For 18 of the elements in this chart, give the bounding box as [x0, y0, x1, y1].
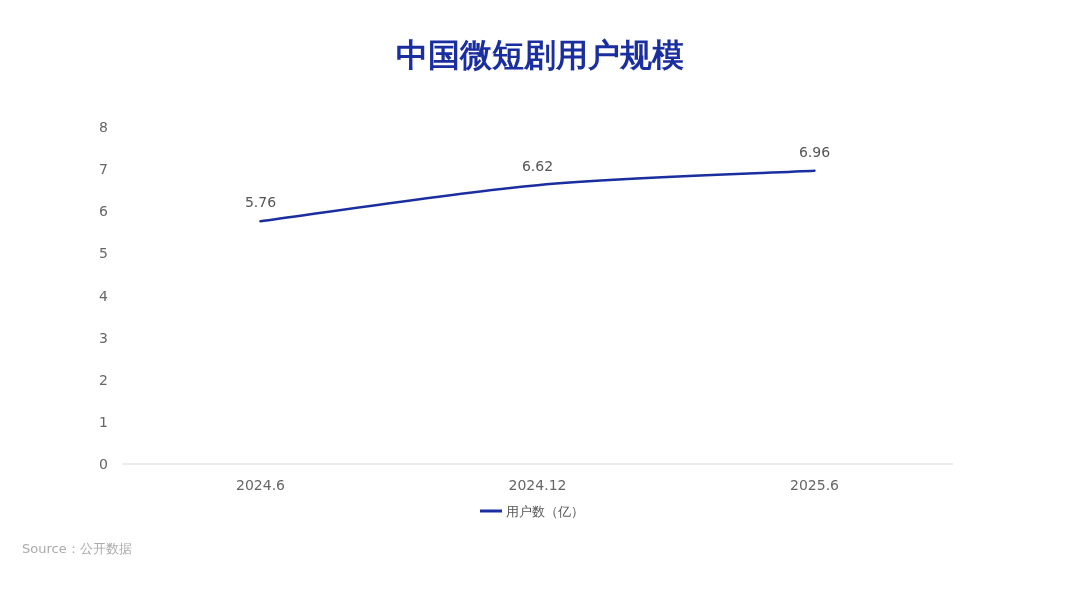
y-tick-label: 0: [99, 456, 108, 472]
y-tick-label: 5: [99, 245, 108, 262]
data-label: 6.96: [798, 143, 831, 160]
x-tick-label: 2025.6: [790, 477, 840, 493]
source-note: Source：公开数据: [22, 541, 132, 556]
y-tick-label: 3: [99, 329, 108, 346]
y-tick-label: 8: [99, 119, 108, 135]
x-tick-label: 2024.6: [236, 477, 286, 493]
y-tick-label: 1: [99, 413, 108, 430]
data-label: 6.62: [521, 158, 554, 175]
data-label: 5.76: [244, 194, 277, 211]
y-tick-label: 6: [99, 203, 109, 220]
x-tick-label: 2024.12: [508, 477, 567, 493]
legend-label: 用户数（亿）: [506, 504, 584, 519]
y-tick-label: 2: [99, 371, 108, 388]
y-tick-label: 4: [99, 287, 109, 304]
chart-title: 中国微短剧用户规模: [396, 36, 684, 74]
y-tick-label: 7: [99, 161, 108, 178]
